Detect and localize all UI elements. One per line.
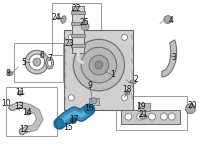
Circle shape: [89, 55, 109, 75]
Circle shape: [95, 61, 103, 69]
Bar: [72, 6, 84, 53]
Text: 19: 19: [136, 102, 146, 111]
Ellipse shape: [139, 114, 147, 119]
Text: 22: 22: [71, 4, 81, 13]
Text: 13: 13: [14, 102, 24, 111]
Circle shape: [91, 98, 97, 104]
Ellipse shape: [130, 80, 136, 84]
Circle shape: [122, 95, 127, 101]
Circle shape: [122, 34, 127, 40]
Circle shape: [160, 113, 167, 120]
Bar: [71, 44, 85, 47]
Circle shape: [81, 47, 117, 83]
Bar: [89, 98, 99, 105]
Ellipse shape: [46, 57, 54, 69]
Ellipse shape: [20, 128, 25, 135]
Ellipse shape: [56, 119, 63, 128]
Bar: [138, 103, 150, 111]
Circle shape: [81, 22, 89, 30]
Ellipse shape: [9, 105, 16, 110]
Circle shape: [168, 113, 175, 120]
Bar: [116, 96, 187, 130]
Text: 10: 10: [2, 99, 11, 108]
Bar: [71, 22, 85, 25]
Bar: [52, 3, 101, 55]
Circle shape: [33, 58, 41, 66]
Text: 9: 9: [88, 81, 92, 90]
Polygon shape: [162, 40, 177, 77]
Text: 2: 2: [134, 75, 139, 84]
Text: 21: 21: [138, 110, 148, 119]
Text: 23: 23: [65, 39, 74, 48]
Text: 6: 6: [39, 51, 44, 60]
Text: 20: 20: [188, 101, 197, 110]
Circle shape: [137, 113, 144, 120]
Circle shape: [16, 104, 21, 109]
Bar: [71, 34, 85, 37]
Circle shape: [25, 50, 49, 74]
Bar: [14, 43, 63, 82]
Text: 3: 3: [171, 53, 176, 62]
Bar: [121, 110, 180, 123]
Text: 12: 12: [19, 125, 29, 134]
Circle shape: [26, 110, 30, 115]
Circle shape: [73, 39, 124, 91]
Text: 15: 15: [64, 123, 73, 132]
Bar: [64, 30, 133, 110]
Circle shape: [186, 104, 195, 114]
Circle shape: [70, 118, 76, 123]
Text: 4: 4: [168, 16, 173, 25]
Circle shape: [164, 16, 172, 24]
Text: 7: 7: [47, 54, 52, 63]
Ellipse shape: [48, 60, 52, 67]
Text: 8: 8: [6, 69, 11, 77]
Text: 24: 24: [52, 13, 61, 22]
Text: 11: 11: [15, 88, 25, 97]
Circle shape: [18, 90, 23, 95]
Ellipse shape: [8, 71, 13, 75]
Circle shape: [125, 113, 132, 120]
Text: 18: 18: [123, 85, 132, 94]
Text: 17: 17: [69, 115, 79, 124]
Text: 16: 16: [84, 104, 94, 113]
Ellipse shape: [125, 91, 130, 95]
Text: 14: 14: [22, 108, 32, 117]
Circle shape: [149, 113, 155, 120]
Ellipse shape: [61, 16, 66, 23]
Circle shape: [29, 54, 45, 70]
Text: 1: 1: [110, 70, 115, 80]
Text: 5: 5: [22, 58, 27, 67]
Circle shape: [68, 95, 74, 101]
Bar: [6, 87, 57, 136]
Text: 25: 25: [79, 18, 89, 27]
Bar: [71, 11, 85, 14]
Circle shape: [68, 34, 74, 40]
Ellipse shape: [84, 106, 94, 114]
